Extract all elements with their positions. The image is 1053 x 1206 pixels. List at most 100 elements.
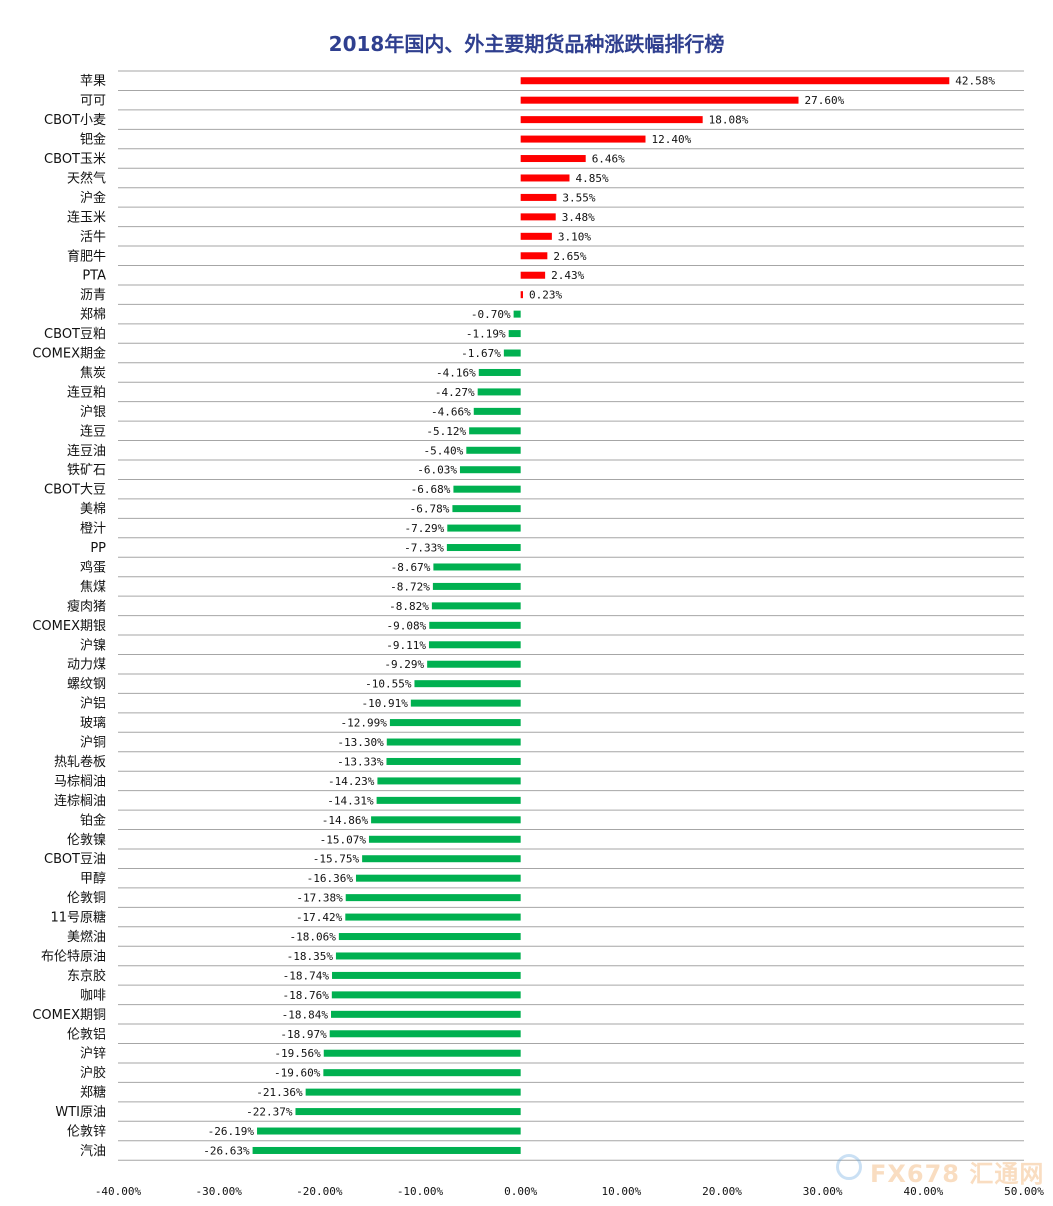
- bar: [459, 466, 521, 474]
- category-label: 伦敦锌: [67, 1124, 106, 1140]
- bar: [429, 621, 521, 629]
- category-label: 布伦特原油: [41, 949, 106, 964]
- category-label: 动力煤: [67, 658, 106, 673]
- bar: [452, 505, 521, 513]
- category-label: 鸡蛋: [80, 559, 106, 575]
- category-label: 郑糖: [80, 1085, 106, 1101]
- bar: [386, 757, 521, 765]
- data-label: 0.23%: [529, 289, 562, 302]
- category-label: 螺纹钢: [67, 677, 106, 692]
- category-label: WTI原油: [55, 1105, 106, 1120]
- data-label: 4.85%: [575, 172, 608, 185]
- bar: [335, 952, 521, 960]
- grid-layer: [118, 70, 1024, 1161]
- data-label: 42.58%: [955, 75, 995, 88]
- bar: [473, 407, 521, 415]
- data-label: -5.12%: [426, 425, 466, 438]
- x-tick-label: 30.00%: [803, 1185, 843, 1198]
- bar: [478, 368, 521, 376]
- category-label: 连豆: [80, 423, 106, 439]
- data-label: -1.67%: [461, 347, 501, 360]
- bar: [513, 310, 521, 318]
- data-label: -0.70%: [471, 308, 511, 321]
- category-label: 铂金: [80, 812, 106, 828]
- data-label: -17.42%: [296, 911, 343, 924]
- bar: [520, 193, 557, 201]
- category-label: COMEX期金: [32, 346, 106, 362]
- category-label: 马棕榈油: [54, 774, 106, 789]
- data-label: 3.55%: [562, 191, 595, 204]
- bar: [427, 660, 521, 668]
- bar: [355, 874, 521, 882]
- bar: [503, 349, 521, 357]
- data-label: -6.68%: [411, 483, 451, 496]
- bar: [345, 894, 521, 902]
- bar: [520, 155, 586, 163]
- category-label: 沪铝: [80, 696, 106, 712]
- category-label: 汽油: [80, 1144, 106, 1159]
- data-label: -8.72%: [390, 580, 430, 593]
- data-label: -10.91%: [361, 697, 408, 710]
- bar: [508, 330, 521, 338]
- category-label: 焦煤: [80, 580, 106, 595]
- data-label: -9.11%: [386, 639, 426, 652]
- bar: [329, 1030, 521, 1038]
- bar: [520, 116, 703, 124]
- data-label: -15.75%: [313, 853, 360, 866]
- category-label: 美棉: [80, 502, 106, 517]
- x-tick-label: -30.00%: [195, 1185, 242, 1198]
- x-tick-label: -40.00%: [95, 1185, 142, 1198]
- bar: [520, 232, 552, 240]
- data-label: 18.08%: [709, 114, 749, 127]
- bar: [477, 388, 521, 396]
- data-label: -12.99%: [341, 717, 388, 730]
- bar: [446, 544, 521, 552]
- data-label: -9.08%: [387, 619, 427, 632]
- bar: [432, 582, 521, 590]
- category-label: 美燃油: [67, 929, 106, 945]
- data-label: -1.19%: [466, 328, 506, 341]
- category-label: COMEX期铜: [32, 1008, 106, 1023]
- category-label: PTA: [82, 269, 106, 284]
- category-label: 连玉米: [67, 209, 106, 225]
- category-label: CBOT大豆: [44, 483, 106, 498]
- data-label: -18.84%: [282, 1008, 329, 1021]
- category-label: 沪胶: [80, 1065, 106, 1081]
- bar: [371, 816, 521, 824]
- bar: [305, 1088, 521, 1096]
- bar: [338, 933, 521, 941]
- bar: [520, 174, 570, 182]
- value-labels: 42.58% 27.60% 18.08% 12.40% 6.46% 4.85% 3.55% 3…: [203, 75, 995, 1158]
- bar: [469, 427, 521, 435]
- bar: [362, 855, 521, 863]
- bar: [331, 991, 521, 999]
- data-label: -10.55%: [365, 678, 412, 691]
- category-label: 伦敦铝: [67, 1026, 106, 1042]
- category-label: 焦炭: [80, 366, 106, 381]
- data-label: 3.10%: [558, 230, 591, 243]
- bar: [520, 213, 556, 221]
- data-label: -18.76%: [282, 989, 329, 1002]
- data-label: -8.82%: [389, 600, 429, 613]
- category-label: PP: [90, 541, 106, 556]
- category-label: 伦敦镍: [67, 832, 106, 848]
- bar: [520, 271, 546, 279]
- watermark-logo: FX678 汇通网: [836, 1150, 1046, 1190]
- data-label: -8.67%: [391, 561, 431, 574]
- category-label: 郑棉: [80, 308, 106, 323]
- data-label: -5.40%: [424, 444, 464, 457]
- category-label: 11号原糖: [50, 910, 106, 926]
- logo-icon: [836, 1154, 862, 1180]
- category-label: 沪铜: [80, 735, 106, 751]
- category-label: 苹果: [80, 74, 106, 89]
- data-label: -14.31%: [327, 794, 374, 807]
- x-tick-label: 0.00%: [504, 1185, 537, 1198]
- data-label: -4.16%: [436, 366, 476, 379]
- data-label: 27.60%: [805, 94, 845, 107]
- category-label: 天然气: [67, 170, 106, 186]
- bar: [520, 252, 548, 260]
- category-label: CBOT豆油: [44, 852, 106, 867]
- bar: [257, 1127, 521, 1135]
- bar: [431, 602, 521, 610]
- data-label: -9.29%: [384, 658, 424, 671]
